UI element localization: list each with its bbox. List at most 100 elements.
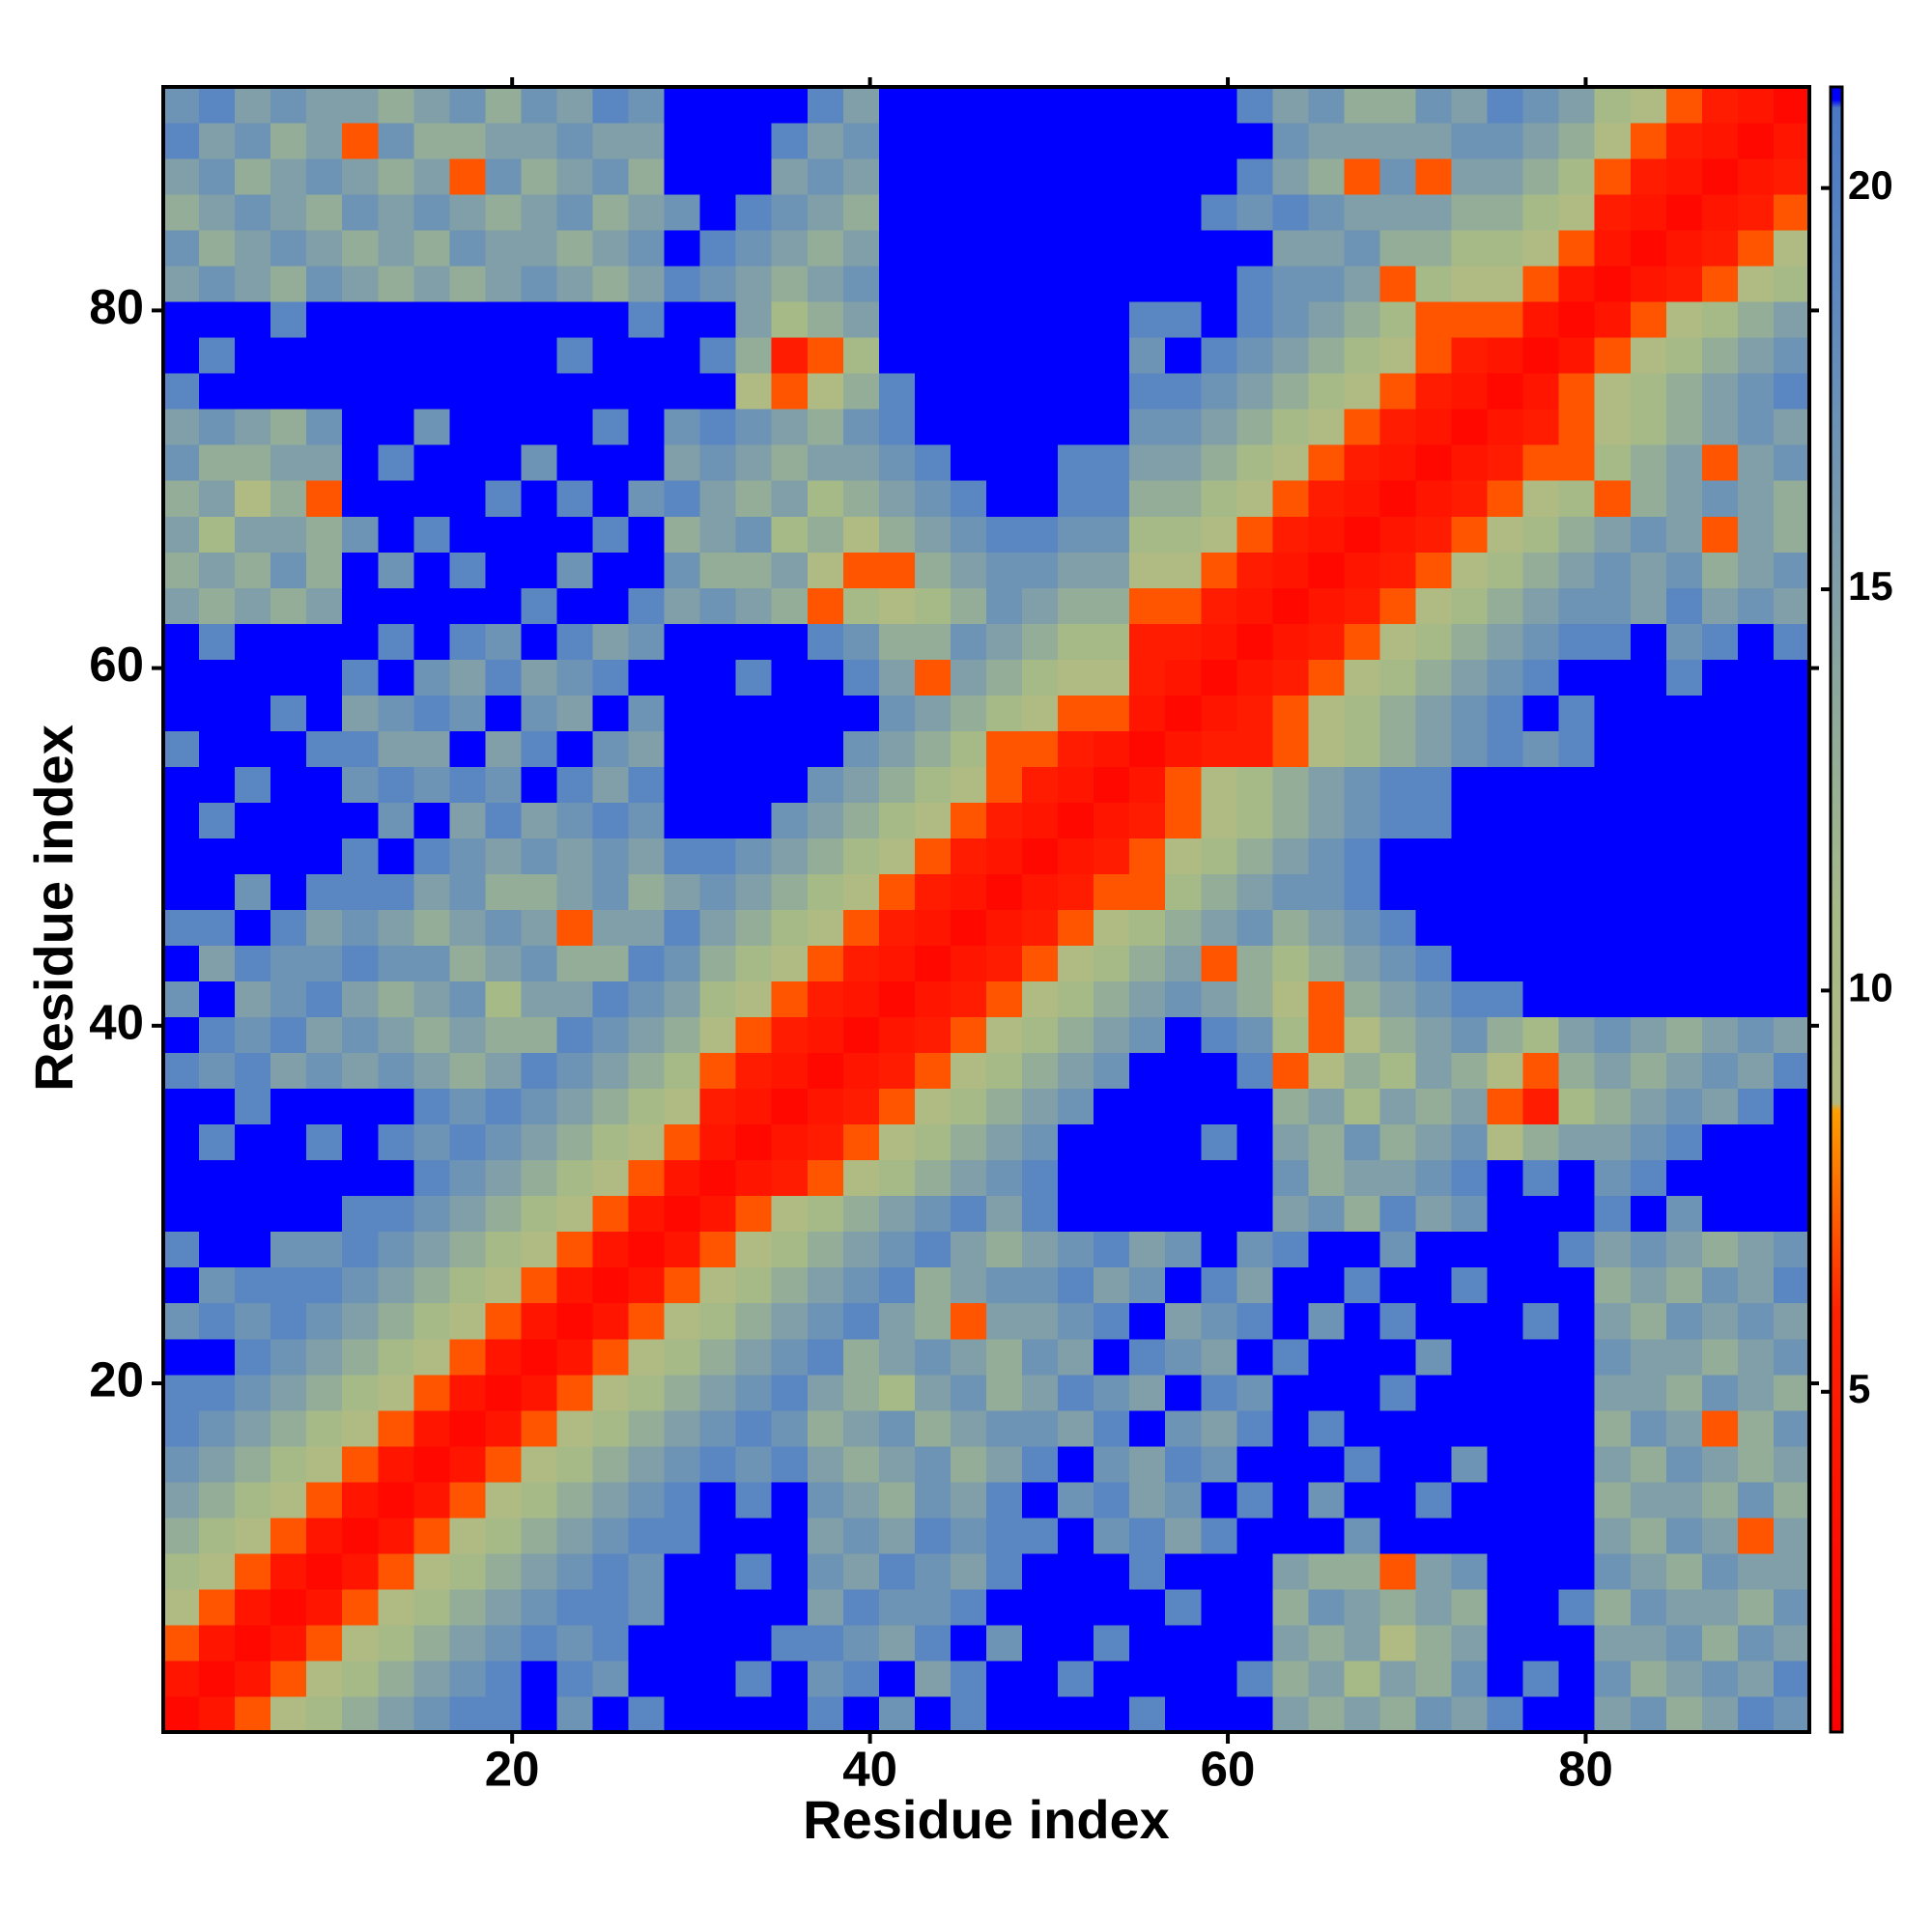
heatmap-cell	[664, 444, 701, 481]
heatmap-cell	[1129, 301, 1166, 338]
heatmap-cell	[1058, 1338, 1094, 1376]
heatmap-cell	[163, 230, 200, 267]
heatmap-cell	[1415, 838, 1453, 874]
heatmap-cell	[413, 409, 450, 445]
heatmap-cell	[1558, 1552, 1596, 1590]
heatmap-cell	[1058, 1266, 1094, 1304]
heatmap-cell	[914, 1052, 952, 1090]
heatmap-cell	[950, 766, 987, 803]
heatmap-cell	[842, 980, 880, 1018]
heatmap-cell	[1773, 659, 1810, 696]
heatmap-cell	[1630, 373, 1667, 410]
heatmap-cell	[735, 480, 773, 517]
heatmap-cell	[521, 480, 557, 517]
heatmap-cell	[449, 838, 486, 874]
heatmap-cell	[1201, 1695, 1237, 1733]
heatmap-cell	[1058, 1302, 1094, 1340]
heatmap-cell	[1272, 409, 1309, 445]
heatmap-cell	[485, 444, 522, 481]
heatmap-cell	[735, 1552, 773, 1590]
heatmap-cell	[699, 87, 737, 124]
heatmap-cell	[1236, 1016, 1273, 1054]
heatmap-cell	[914, 730, 952, 767]
heatmap-cell	[771, 337, 809, 374]
heatmap-cell	[664, 730, 701, 767]
heatmap-cell	[1415, 1338, 1453, 1376]
heatmap-cell	[1022, 1016, 1059, 1054]
heatmap-cell	[1272, 909, 1309, 947]
heatmap-cell	[1236, 1338, 1273, 1376]
heatmap-cell	[1558, 373, 1596, 410]
heatmap-cell	[1379, 1517, 1417, 1554]
heatmap-cell	[1272, 444, 1309, 481]
heatmap-cell	[878, 516, 916, 553]
heatmap-cell	[1415, 766, 1453, 803]
heatmap-cell	[1165, 1517, 1202, 1554]
heatmap-cell	[521, 301, 557, 338]
heatmap-cell	[163, 1409, 200, 1447]
heatmap-cell	[1451, 766, 1489, 803]
heatmap-cell	[771, 1302, 809, 1340]
heatmap-cell	[235, 1266, 271, 1304]
heatmap-cell	[664, 301, 701, 338]
heatmap-cell	[521, 1552, 557, 1590]
heatmap-cell	[950, 87, 987, 124]
heatmap-cell	[664, 587, 701, 624]
heatmap-cell	[1201, 1266, 1237, 1304]
heatmap-cell	[1558, 1445, 1596, 1483]
heatmap-cell	[1379, 1445, 1417, 1483]
heatmap-cell	[1201, 945, 1237, 982]
heatmap-cell	[199, 1552, 236, 1590]
heatmap-cell	[735, 1660, 773, 1697]
heatmap-cell	[628, 1552, 666, 1590]
heatmap-cell	[1630, 1159, 1667, 1197]
heatmap-cell	[1558, 1660, 1596, 1697]
heatmap-cell	[378, 373, 414, 410]
heatmap-cell	[1058, 1052, 1094, 1090]
heatmap-cell	[1165, 587, 1202, 624]
heatmap-cell	[1094, 1624, 1130, 1662]
heatmap-cell	[413, 695, 450, 731]
heatmap-cell	[521, 730, 557, 767]
heatmap-cell	[1058, 480, 1094, 517]
heatmap-cell	[1451, 1409, 1489, 1447]
heatmap-cell	[1379, 1695, 1417, 1733]
heatmap-cell	[1558, 194, 1596, 231]
heatmap-cell	[1165, 301, 1202, 338]
heatmap-cell	[1272, 123, 1309, 159]
heatmap-cell	[1165, 730, 1202, 767]
heatmap-cell	[1737, 230, 1775, 267]
heatmap-cell	[1701, 1409, 1739, 1447]
heatmap-cell	[1236, 1302, 1273, 1340]
heatmap-cell	[699, 301, 737, 338]
heatmap-cell	[1737, 1517, 1775, 1554]
heatmap-cell	[1094, 1123, 1130, 1161]
heatmap-cell	[914, 1660, 952, 1697]
heatmap-cell	[306, 1374, 343, 1411]
heatmap-cell	[735, 1016, 773, 1054]
heatmap-cell	[521, 444, 557, 481]
heatmap-cell	[1201, 659, 1237, 696]
heatmap-cell	[1022, 1624, 1059, 1662]
heatmap-cell	[1022, 1660, 1059, 1697]
heatmap-cell	[449, 587, 486, 624]
heatmap-cell	[1737, 730, 1775, 767]
heatmap-cell	[950, 123, 987, 159]
heatmap-cell	[1630, 980, 1667, 1018]
heatmap-cell	[521, 1159, 557, 1197]
heatmap-cell	[1272, 1195, 1309, 1233]
heatmap-cell	[1522, 980, 1560, 1018]
heatmap-cell	[1522, 1016, 1560, 1054]
heatmap-cell	[1022, 587, 1059, 624]
heatmap-cell	[1201, 695, 1237, 731]
heatmap-cell	[878, 1195, 916, 1233]
heatmap-cell	[1630, 337, 1667, 374]
heatmap-cell	[1129, 1016, 1166, 1054]
heatmap-cell	[1773, 1123, 1810, 1161]
heatmap-cell	[270, 623, 307, 660]
heatmap-cell	[1272, 1123, 1309, 1161]
heatmap-cell	[807, 838, 844, 874]
heatmap-cell	[199, 1445, 236, 1483]
heatmap-cell	[485, 730, 522, 767]
heatmap-cell	[342, 838, 379, 874]
